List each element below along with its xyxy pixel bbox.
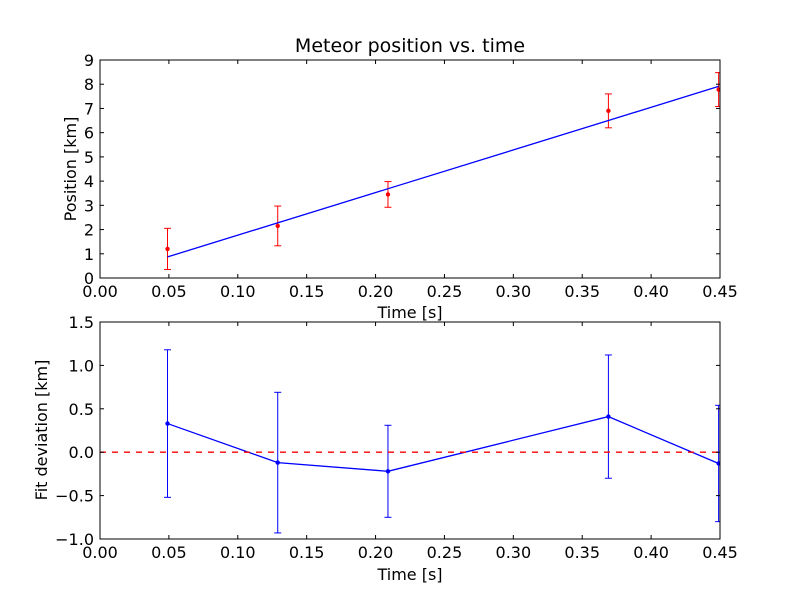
plot-area <box>100 349 720 534</box>
y-tick-label: 9 <box>84 51 94 70</box>
fit-line <box>167 85 719 258</box>
x-tick-label: 0.15 <box>289 282 325 301</box>
data-point <box>716 87 720 92</box>
x-tick-label: 0.25 <box>427 543 463 562</box>
y-tick-label: 0.0 <box>69 443 94 462</box>
x-axis-label: Time [s] <box>376 565 442 584</box>
x-tick-label: 0.45 <box>702 543 738 562</box>
x-tick-label: 0.35 <box>564 282 600 301</box>
y-tick-label: 0.5 <box>69 400 94 419</box>
x-tick-label: 0.00 <box>82 543 118 562</box>
y-tick-label: 2 <box>84 221 94 240</box>
data-point <box>385 192 391 197</box>
y-tick-label: 1.5 <box>69 313 94 332</box>
y-tick-label: 7 <box>84 99 94 118</box>
y-tick-label: 5 <box>84 148 94 167</box>
plot-area <box>164 72 720 271</box>
position-chart: Meteor position vs. time 0.00 0.05 0.10 0.1… <box>61 35 738 322</box>
x-tick-label: 0.15 <box>289 543 325 562</box>
x-tick-label: 0.40 <box>633 543 669 562</box>
y-axis-label: Fit deviation [km] <box>32 360 51 501</box>
x-tick-label: 0.05 <box>151 282 187 301</box>
data-point <box>275 223 280 229</box>
y-axis-label: Position [km] <box>61 117 80 222</box>
x-tick-label: 0.00 <box>82 282 118 301</box>
deviation-chart-ticks: 0.00 0.05 0.10 0.15 0.20 0.25 0.30 0.35 0.40 0.45… <box>55 313 738 562</box>
data-point <box>716 461 720 466</box>
data-point <box>606 414 611 419</box>
x-tick-label: 0.20 <box>358 282 394 301</box>
y-tick-label: −0.5 <box>55 487 94 506</box>
data-point <box>275 460 280 465</box>
x-tick-label: 0.10 <box>220 543 256 562</box>
y-tick-label: 3 <box>84 196 94 215</box>
x-tick-label: 0.30 <box>496 543 532 562</box>
y-tick-label: 4 <box>84 172 94 191</box>
data-point <box>165 246 170 252</box>
position-chart-plot <box>164 72 720 271</box>
y-tick-label: 1 <box>84 245 94 264</box>
x-tick-label: 0.30 <box>496 282 532 301</box>
x-tick-label: 0.45 <box>702 282 738 301</box>
chart-title: Meteor position vs. time <box>295 35 525 57</box>
x-tick-label: 0.35 <box>564 543 600 562</box>
x-tick-label: 0.40 <box>633 282 669 301</box>
deviation-chart-frame <box>99 321 721 540</box>
position-chart-frame <box>99 59 721 279</box>
x-tick-label: 0.10 <box>220 282 256 301</box>
x-tick-label: 0.05 <box>151 543 187 562</box>
y-tick-label: −1.0 <box>55 530 94 549</box>
y-tick-label: 0 <box>84 269 94 288</box>
y-tick-label: 8 <box>84 75 94 94</box>
deviation-chart: 0.00 0.05 0.10 0.15 0.20 0.25 0.30 0.35 0.40 0.45… <box>32 313 738 584</box>
x-tick-label: 0.20 <box>358 543 394 562</box>
position-chart-ticks: 0.00 0.05 0.10 0.15 0.20 0.25 0.30 0.35 0.40 0.45… <box>82 51 738 301</box>
data-point <box>385 469 391 474</box>
deviation-chart-plot <box>100 349 720 534</box>
data-point <box>165 421 170 426</box>
x-tick-label: 0.25 <box>427 282 463 301</box>
y-tick-label: 6 <box>84 124 94 143</box>
data-point <box>606 108 611 114</box>
y-tick-label: 1.0 <box>69 356 94 375</box>
x-axis-label: Time [s] <box>376 303 442 322</box>
